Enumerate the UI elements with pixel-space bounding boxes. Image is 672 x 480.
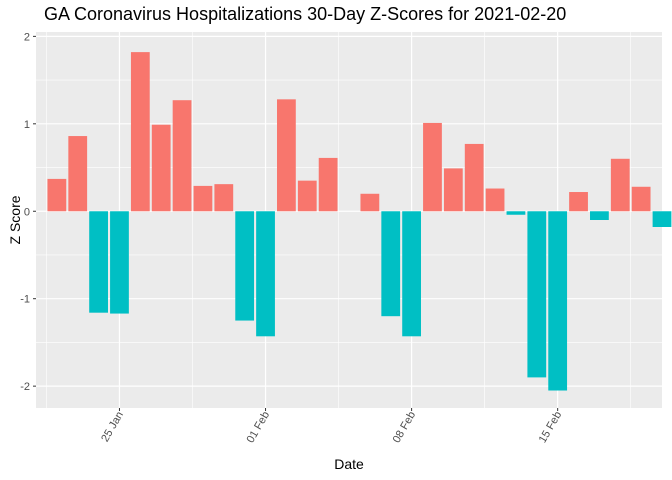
x-tick-label: 01 Feb: [245, 410, 273, 446]
bar: [360, 193, 380, 212]
y-tick-label: 2: [24, 31, 30, 43]
y-tick-label: -1: [20, 294, 30, 306]
x-tick-label: 08 Feb: [391, 410, 419, 446]
bar: [318, 157, 338, 212]
bar: [256, 211, 275, 337]
bar: [527, 211, 547, 378]
bar: [130, 52, 150, 212]
bar: [443, 168, 463, 212]
bar: [89, 211, 108, 313]
bar: [235, 211, 255, 321]
bar: [172, 100, 192, 212]
bar: [151, 124, 171, 212]
bar: [506, 211, 526, 215]
x-axis-title: Date: [334, 456, 364, 472]
y-tick-label: 1: [24, 119, 30, 131]
bar: [68, 136, 88, 212]
plot-panel: [36, 32, 662, 408]
y-axis-title: Z Score: [7, 195, 23, 244]
bar: [423, 122, 442, 212]
bar: [652, 211, 672, 227]
bar: [402, 211, 421, 337]
x-tick-label: 15 Feb: [537, 410, 565, 446]
bar: [214, 184, 234, 212]
bar: [631, 186, 651, 212]
bar: [548, 211, 568, 391]
bar: [381, 211, 401, 317]
bar: [485, 188, 505, 212]
x-tick-label: 25 Jan: [99, 410, 126, 445]
y-tick-label: -2: [20, 381, 30, 393]
bar: [569, 192, 588, 212]
bar: [464, 143, 484, 212]
bar: [610, 158, 630, 212]
bar: [47, 178, 67, 212]
y-tick-label: 0: [24, 206, 30, 218]
bar: [110, 211, 129, 314]
bar: [297, 180, 317, 212]
bar: [193, 185, 213, 212]
chart-title: GA Coronavirus Hospitalizations 30-Day Z…: [44, 4, 567, 24]
bar: [590, 211, 609, 220]
bar: [277, 99, 296, 212]
